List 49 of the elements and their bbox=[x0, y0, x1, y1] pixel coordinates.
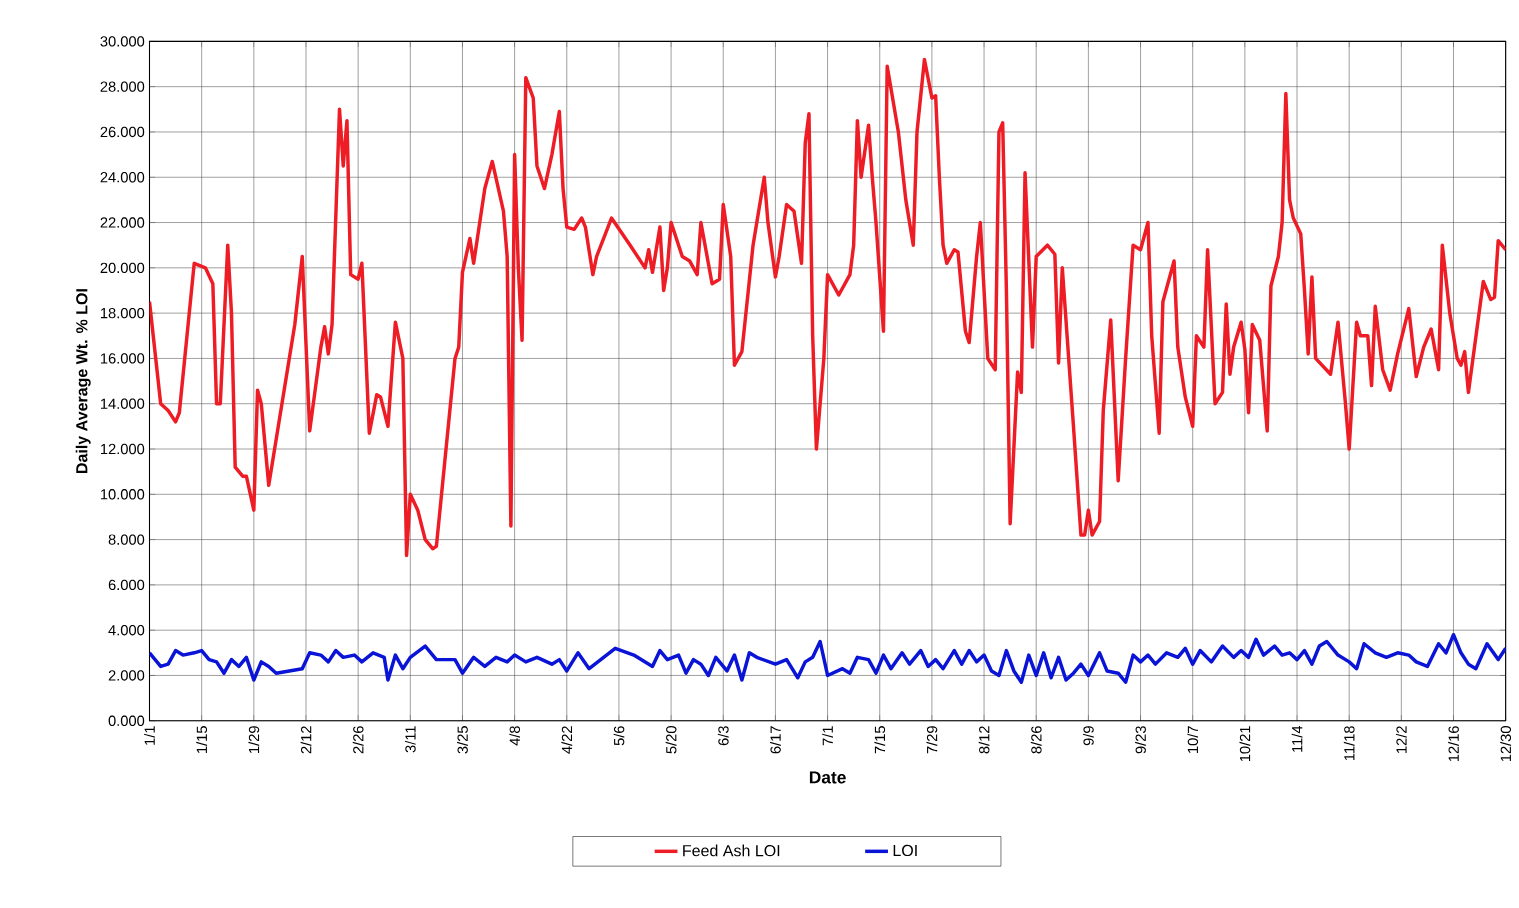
x-tick-label: 2/26 bbox=[352, 726, 364, 754]
y-tick-label: 0.000 bbox=[108, 715, 145, 727]
x-tick-label: 8/12 bbox=[978, 726, 990, 754]
x-tick-label: 9/23 bbox=[1135, 726, 1146, 754]
x-tick-label: 12/30 bbox=[1500, 726, 1512, 762]
y-tick-label: 14.000 bbox=[100, 398, 145, 410]
x-tick-label: 10/7 bbox=[1187, 726, 1199, 754]
y-tick-label: 16.000 bbox=[100, 353, 145, 364]
legend-label: Feed Ash LOI bbox=[683, 844, 780, 857]
y-tick-label: 4.000 bbox=[108, 625, 145, 636]
x-tick-label: 1/15 bbox=[196, 726, 208, 754]
x-axis-title: Date bbox=[809, 771, 846, 784]
x-tick-label: 12/16 bbox=[1448, 726, 1459, 762]
y-tick-label: 8.000 bbox=[108, 534, 145, 545]
line-series bbox=[149, 633, 1506, 685]
x-tick-label: 9/9 bbox=[1082, 726, 1094, 746]
y-tick-label: 24.000 bbox=[100, 172, 145, 183]
x-tick-label: 2/12 bbox=[300, 726, 312, 754]
x-tick-label: 6/3 bbox=[717, 726, 729, 746]
x-tick-label: 12/2 bbox=[1395, 726, 1407, 754]
y-tick-label: 12.000 bbox=[100, 444, 145, 455]
y-axis-title: Daily Average Wt. % LOI bbox=[75, 289, 91, 474]
x-tick-label: 5/6 bbox=[613, 726, 625, 746]
y-tick-label: 20.000 bbox=[100, 262, 145, 274]
x-tick-label: 1/29 bbox=[248, 726, 260, 754]
x-tick-label: 7/1 bbox=[822, 726, 833, 746]
legend-label: LOI bbox=[893, 844, 917, 857]
x-tick-label: 11/18 bbox=[1343, 726, 1355, 761]
y-tick-label: 10.000 bbox=[100, 489, 145, 500]
y-tick-label: 18.000 bbox=[100, 308, 145, 319]
x-tick-label: 1/1 bbox=[144, 726, 155, 745]
y-tick-label: 28.000 bbox=[100, 81, 145, 93]
x-tick-label: 4/8 bbox=[509, 726, 521, 746]
x-tick-label: 8/26 bbox=[1030, 726, 1042, 754]
x-tick-label: 5/20 bbox=[665, 726, 677, 754]
x-tick-label: 3/25 bbox=[457, 726, 468, 754]
y-tick-label: 2.000 bbox=[108, 670, 145, 681]
x-tick-label: 7/29 bbox=[926, 726, 938, 754]
x-tick-label: 6/17 bbox=[770, 726, 781, 754]
y-tick-label: 22.000 bbox=[100, 217, 145, 228]
y-tick-label: 26.000 bbox=[100, 126, 145, 138]
x-tick-label: 11/4 bbox=[1291, 726, 1303, 753]
x-tick-label: 10/21 bbox=[1239, 726, 1251, 762]
x-tick-label: 3/11 bbox=[404, 726, 416, 753]
y-tick-label: 30.000 bbox=[100, 36, 145, 47]
y-tick-label: 6.000 bbox=[108, 579, 145, 591]
line-series bbox=[149, 57, 1506, 558]
x-tick-label: 7/15 bbox=[874, 726, 886, 754]
x-tick-label: 4/22 bbox=[561, 726, 573, 754]
